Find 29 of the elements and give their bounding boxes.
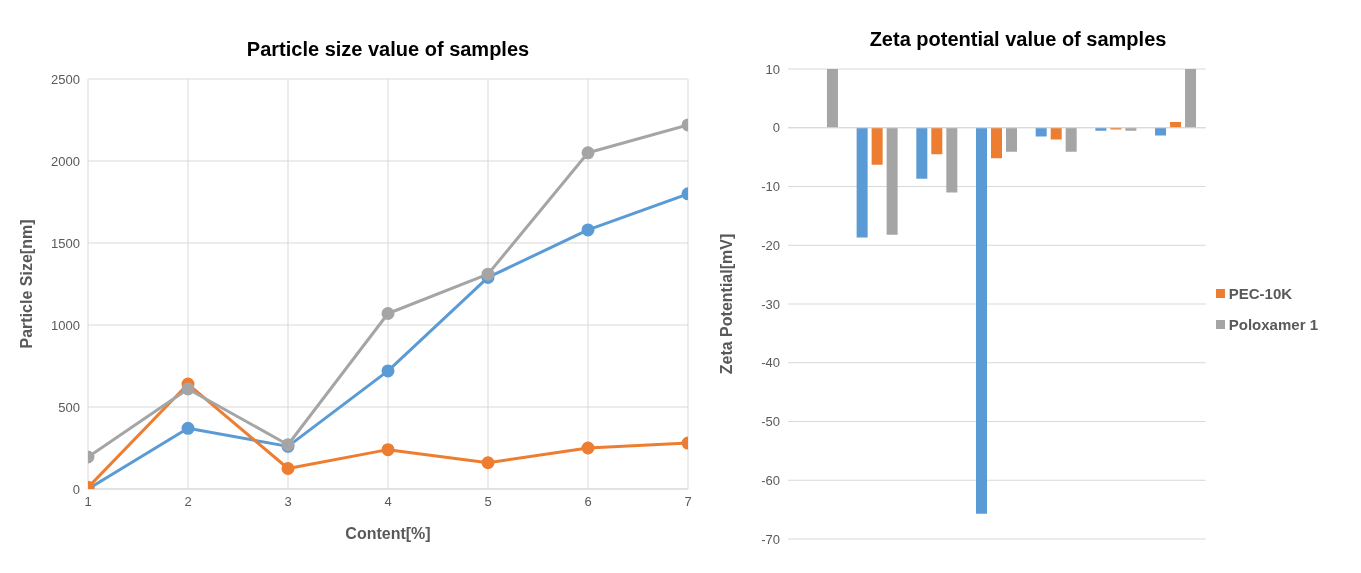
y-tick-label: 1000	[51, 317, 80, 333]
x-tick-label: 2	[184, 494, 192, 510]
legend-label: PEC-10K	[1228, 285, 1293, 302]
y-tick-label: -20	[761, 237, 780, 253]
x-tick-label: 3	[284, 494, 292, 510]
y-tick-label: 2500	[51, 71, 80, 87]
y-tick-label: -50	[761, 414, 780, 430]
y-axis-title: Particle Size[nm]	[17, 219, 35, 349]
x-tick-label: 6	[584, 494, 592, 510]
y-axis-title: Zeta Potential[mV]	[717, 233, 735, 375]
x-axis-title: Content[%]	[345, 525, 431, 542]
y-tick-label: -60	[761, 472, 780, 488]
y-tick-label: 1500	[51, 235, 80, 251]
chart-title: Particle size value of samples	[245, 38, 531, 61]
x-tick-label: 4	[384, 494, 392, 510]
y-tick-label: 500	[58, 399, 80, 415]
y-tick-label: 10	[765, 61, 780, 77]
chart-title: Zeta potential value of samples	[868, 28, 1168, 51]
x-tick-label: 5	[484, 494, 492, 510]
x-tick-label: 7	[684, 494, 692, 510]
x-tick-label: 1	[84, 494, 92, 510]
legend-label: Poloxamer 1	[1228, 316, 1318, 333]
y-tick-label: -40	[761, 355, 780, 371]
y-tick-label: 0	[772, 120, 780, 136]
y-tick-label: -30	[761, 296, 780, 312]
y-tick-label: 2000	[51, 153, 80, 169]
y-tick-label: 0	[72, 481, 80, 497]
y-tick-label: -70	[761, 531, 780, 547]
y-tick-label: -10	[761, 179, 780, 195]
